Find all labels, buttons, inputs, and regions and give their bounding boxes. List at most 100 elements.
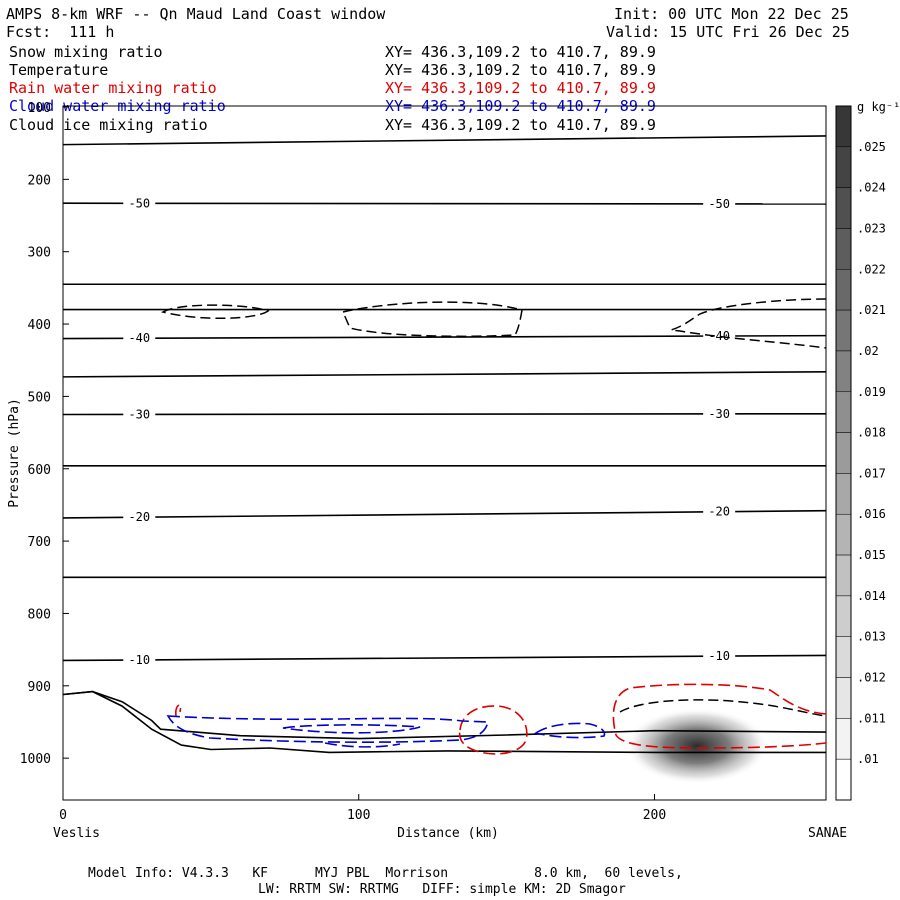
cloud-water-contour-3 (324, 742, 401, 748)
x-tick-label: 0 (59, 808, 67, 823)
y-tick-label: 800 (28, 607, 51, 622)
colorbar-label: .02 (857, 344, 879, 358)
colorbar-step (835, 595, 852, 637)
legend-cloud-ice: Cloud ice mixing ratio (9, 116, 208, 134)
colorbar-label: .013 (857, 630, 886, 644)
colorbar-label: .015 (857, 548, 886, 562)
snow-contour-3 (670, 298, 827, 349)
isotherm-label: -20 (708, 505, 730, 519)
colorbar-label: .014 (857, 589, 886, 603)
isotherm (62, 371, 827, 378)
isotherm-label-bg (703, 196, 736, 211)
y-tick-label: 700 (28, 535, 51, 550)
isotherm (62, 412, 827, 416)
snow-contour-2 (341, 301, 523, 338)
model-physics: LW: RRTM SW: RRTMG DIFF: simple KM: 2D S… (258, 882, 626, 897)
isotherm (62, 654, 827, 662)
cloud-water-contour-2 (282, 724, 421, 734)
x-endpoint-right: SANAE (808, 826, 847, 841)
y-tick-label: 1000 (20, 752, 51, 767)
colorbar-step (835, 228, 852, 270)
model-info: Model Info: V4.3.3 KF MYJ PBL Morrison 8… (88, 866, 683, 881)
snow-contours (161, 298, 827, 717)
isotherm-label-bg (123, 407, 156, 422)
legend-temperature-xy: XY= 436.3,109.2 to 410.7, 89.9 (385, 61, 656, 79)
x-endpoint-left: Veslis (53, 826, 100, 841)
y-tick-label: 100 (28, 101, 51, 116)
colorbar-frame (835, 105, 852, 801)
colorbar-label: .018 (857, 426, 886, 440)
colorbar-label: .022 (857, 262, 886, 276)
colorbar-step (835, 146, 852, 188)
colorbar-step (835, 636, 852, 678)
isotherm-label-bg (123, 196, 156, 211)
colorbar-step (835, 432, 852, 474)
isotherm-label-bg (123, 510, 156, 525)
colorbar-label: .01 (857, 752, 879, 766)
isotherm-label: -10 (128, 653, 150, 667)
rain-contour-1 (175, 704, 182, 717)
cloud-ice-shading (625, 708, 769, 784)
cloud-water-contour-1 (166, 715, 490, 743)
legend-snow: Snow mixing ratio (9, 43, 163, 61)
terrain-lower (62, 690, 826, 754)
colorbar-label: .011 (857, 711, 886, 725)
isotherm-label: -30 (128, 407, 150, 421)
colorbar-label: .024 (857, 181, 886, 195)
y-tick-label: 600 (28, 463, 51, 478)
isotherm-label-bg (703, 504, 736, 519)
legend-cloud-ice-xy: XY= 436.3,109.2 to 410.7, 89.9 (385, 116, 656, 134)
colorbar-step (835, 513, 852, 556)
isotherm (62, 135, 827, 146)
isotherm-label: -20 (128, 510, 150, 524)
isotherm-label-bg (703, 649, 736, 664)
colorbar-label: .016 (857, 507, 886, 521)
isotherm (62, 202, 827, 205)
isotherm-label: -30 (708, 407, 730, 421)
rain-contours (175, 683, 827, 755)
plot-title: AMPS 8-km WRF -- Qn Maud Land Coast wind… (6, 5, 386, 23)
snow-contour-1 (161, 304, 270, 320)
isotherm-label: -10 (708, 649, 730, 663)
plot-frame (62, 105, 827, 801)
colorbar-step (835, 269, 852, 311)
colorbar: g kg⁻¹ .025 .024 .023 .022 .021 .02 .019 .018 .01… (835, 100, 900, 801)
colorbar-step (835, 105, 852, 148)
isotherm-label-bg (703, 406, 736, 421)
isotherm-label: -40 (128, 331, 150, 345)
colorbar-label: .025 (857, 140, 886, 154)
legend-temperature: Temperature (9, 61, 109, 79)
cloud-water-contours (166, 715, 606, 748)
isotherm-label-bg (123, 331, 156, 346)
colorbar-step (835, 187, 852, 229)
isotherm-label: -50 (708, 197, 730, 211)
forecast-hour: Fcst: 111 h (6, 23, 115, 41)
isotherm (62, 334, 827, 340)
legend-rain: Rain water mixing ratio (9, 79, 217, 97)
y-tick-label: 400 (28, 318, 51, 333)
colorbar-step (835, 677, 852, 719)
colorbar-label: .017 (857, 466, 886, 480)
isotherm-label-bg (703, 329, 736, 344)
colorbar-step (835, 350, 852, 393)
colorbar-step (835, 309, 852, 352)
y-axis-title: Pressure (hPa) (7, 398, 22, 508)
init-time: Init: 00 UTC Mon 22 Dec 25 (614, 5, 849, 23)
isotherm-label: -40 (708, 329, 730, 343)
x-tick-label: 100 (347, 808, 370, 823)
colorbar-step (835, 718, 852, 760)
colorbar-label: .023 (857, 221, 886, 235)
colorbar-step (835, 554, 852, 597)
legend-rain-xy: XY= 436.3,109.2 to 410.7, 89.9 (385, 79, 656, 97)
colorbar-label: .012 (857, 671, 886, 685)
colorbar-label: .021 (857, 303, 886, 317)
colorbar-label: .019 (857, 385, 886, 399)
isotherm-label-bg (123, 652, 156, 667)
snow-contour-4 (619, 699, 827, 717)
isotherm (62, 509, 827, 519)
colorbar-unit: g kg⁻¹ (857, 100, 900, 114)
x-axis-title: Distance (km) (397, 826, 499, 841)
x-tick-label: 200 (643, 808, 666, 823)
colorbar-step (835, 758, 852, 801)
